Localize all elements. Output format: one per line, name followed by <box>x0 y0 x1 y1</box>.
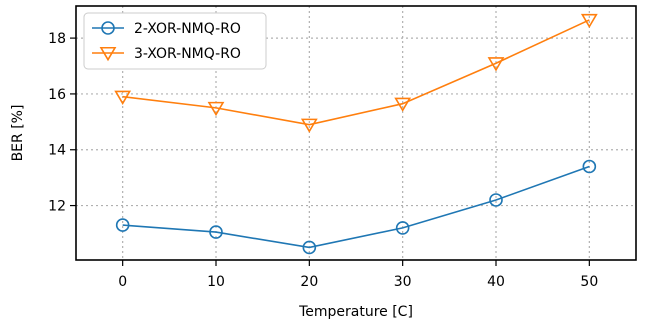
y-tick-label: 16 <box>48 87 66 103</box>
grid <box>76 6 636 260</box>
data-point <box>115 218 130 232</box>
series-layer <box>114 13 598 255</box>
x-tick-label: 50 <box>580 274 598 290</box>
x-tick-label: 40 <box>487 274 505 290</box>
y-tick-label: 18 <box>48 31 66 47</box>
legend-label: 3-XOR-NMQ-RO <box>134 46 241 62</box>
y-tick-label: 14 <box>48 143 66 159</box>
data-point <box>207 101 225 117</box>
data-point <box>394 97 412 112</box>
series-line <box>122 165 590 249</box>
data-point <box>489 193 503 207</box>
x-tick-label: 20 <box>300 274 318 290</box>
plot-frame <box>75 5 637 261</box>
legend-marker <box>101 21 115 35</box>
x-tick-label: 0 <box>118 274 127 290</box>
y-axis-label: BER [%] <box>10 105 26 162</box>
series-1 <box>115 159 597 255</box>
legend: 2-XOR-NMQ-RO 3-XOR-NMQ-RO <box>83 12 267 70</box>
data-point <box>302 240 317 255</box>
legend-marker <box>99 46 117 62</box>
axis-ticks: 0 10 20 30 40 50 12 14 16 18 <box>48 31 598 290</box>
series-2 <box>114 13 598 133</box>
data-point <box>487 57 505 72</box>
series-line <box>122 19 590 126</box>
y-tick-label: 12 <box>48 199 66 215</box>
legend-entry: 2-XOR-NMQ-RO <box>92 21 241 37</box>
data-point <box>395 221 410 235</box>
legend-label: 2-XOR-NMQ-RO <box>134 21 241 37</box>
legend-entry: 3-XOR-NMQ-RO <box>92 46 241 62</box>
x-tick-label: 30 <box>394 274 412 290</box>
x-tick-label: 10 <box>207 274 225 290</box>
data-point <box>580 13 598 29</box>
legend-box <box>83 12 267 70</box>
data-point <box>114 90 132 105</box>
data-point <box>300 118 318 133</box>
data-point <box>582 159 597 174</box>
data-point <box>209 225 223 239</box>
x-axis-label: Temperature [C] <box>298 304 413 320</box>
